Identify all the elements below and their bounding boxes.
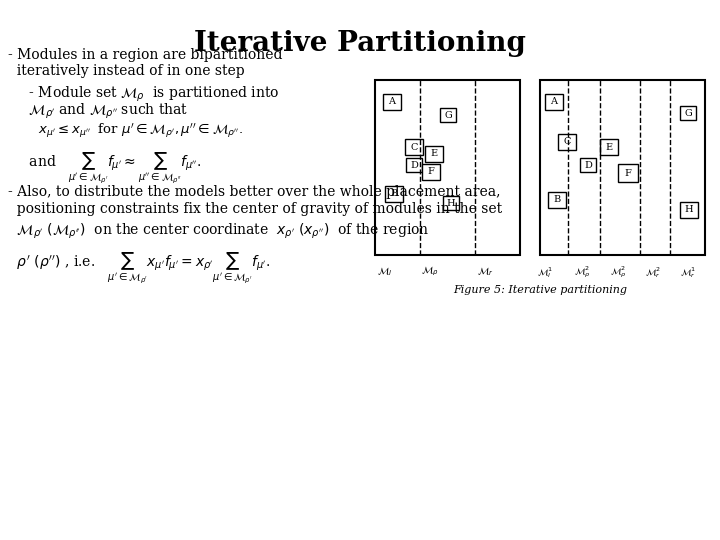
Text: $\mathcal{M}_l^1$: $\mathcal{M}_l^1$: [537, 265, 553, 280]
Bar: [558, 134, 576, 150]
Text: $x_{\mu'} \leq x_{\mu''}$  for $\mu' \in \mathcal{M}_{\rho'}, \mu'' \in \mathcal: $x_{\mu'} \leq x_{\mu''}$ for $\mu' \in …: [30, 122, 243, 140]
Text: E: E: [431, 150, 438, 159]
Bar: [406, 158, 422, 172]
Text: $\mathcal{M}_{\rho'}$ $(\mathcal{M}_{\rho''})$  on the center coordinate  $x_{\r: $\mathcal{M}_{\rho'}$ $(\mathcal{M}_{\rh…: [8, 222, 429, 241]
Bar: [383, 94, 401, 110]
Text: and   $\sum_{\mu' \in \mathcal{M}_{\rho'}} f_{\mu'} \approx \sum_{\mu'' \in \mat: and $\sum_{\mu' \in \mathcal{M}_{\rho'}}…: [20, 150, 201, 185]
Bar: [425, 146, 443, 162]
Bar: [375, 80, 520, 255]
Text: G: G: [684, 109, 692, 118]
Text: $\mathcal{M}_{\rho'}$ and $\mathcal{M}_{\rho''}$ such that: $\mathcal{M}_{\rho'}$ and $\mathcal{M}_{…: [20, 102, 189, 122]
Bar: [405, 139, 423, 155]
Bar: [545, 94, 563, 110]
Text: - Also, to distribute the models better over the whole placement area,: - Also, to distribute the models better …: [8, 185, 500, 199]
Text: - Modules in a region are bipartitioned: - Modules in a region are bipartitioned: [8, 48, 282, 62]
Text: E: E: [606, 143, 613, 152]
Text: $\mathcal{M}_r^2$: $\mathcal{M}_r^2$: [645, 265, 661, 280]
Bar: [680, 202, 698, 218]
Bar: [443, 196, 459, 210]
Text: $\mathcal{M}_r$: $\mathcal{M}_r$: [477, 265, 493, 278]
Text: positioning constraints fix the center of gravity of modules in the set: positioning constraints fix the center o…: [8, 202, 502, 216]
Text: $\mathcal{M}_\rho$: $\mathcal{M}_\rho$: [421, 265, 439, 279]
Text: G: G: [444, 111, 452, 119]
Bar: [422, 164, 440, 180]
Text: A: A: [551, 98, 557, 106]
Text: $\mathcal{M}_l$: $\mathcal{M}_l$: [377, 265, 392, 278]
Text: B: B: [554, 195, 561, 205]
Bar: [680, 106, 696, 120]
Bar: [540, 80, 705, 255]
Bar: [580, 158, 596, 172]
Text: D: D: [584, 160, 592, 170]
Bar: [618, 164, 638, 182]
Text: A: A: [389, 98, 395, 106]
Text: $\mathcal{M}_\rho^2$: $\mathcal{M}_\rho^2$: [610, 265, 626, 280]
Text: F: F: [428, 167, 434, 177]
Text: $\rho'$ $(\rho'')$ , i.e.   $\sum_{\mu' \in \mathcal{M}_{\rho'}} x_{\mu'} f_{\mu: $\rho'$ $(\rho'')$ , i.e. $\sum_{\mu' \i…: [8, 250, 270, 285]
Text: Iterative Partitioning: Iterative Partitioning: [194, 30, 526, 57]
Text: Figure 5: Iterative partitioning: Figure 5: Iterative partitioning: [453, 285, 627, 295]
Text: F: F: [624, 168, 631, 178]
Text: H: H: [446, 199, 455, 207]
Text: $\mathcal{M}_r^1$: $\mathcal{M}_r^1$: [680, 265, 696, 280]
Bar: [385, 186, 403, 202]
Text: $\mathcal{M}_\rho^2$: $\mathcal{M}_\rho^2$: [574, 265, 590, 280]
Text: H: H: [685, 206, 693, 214]
Bar: [548, 192, 566, 208]
Text: B: B: [390, 190, 397, 199]
Text: C: C: [563, 138, 571, 146]
Text: D: D: [410, 160, 418, 170]
Bar: [600, 139, 618, 155]
Bar: [440, 108, 456, 122]
Text: iteratively instead of in one step: iteratively instead of in one step: [8, 64, 245, 78]
Text: - Module set $\mathcal{M}_\rho$  is partitioned into: - Module set $\mathcal{M}_\rho$ is parti…: [20, 85, 279, 104]
Text: C: C: [410, 143, 418, 152]
